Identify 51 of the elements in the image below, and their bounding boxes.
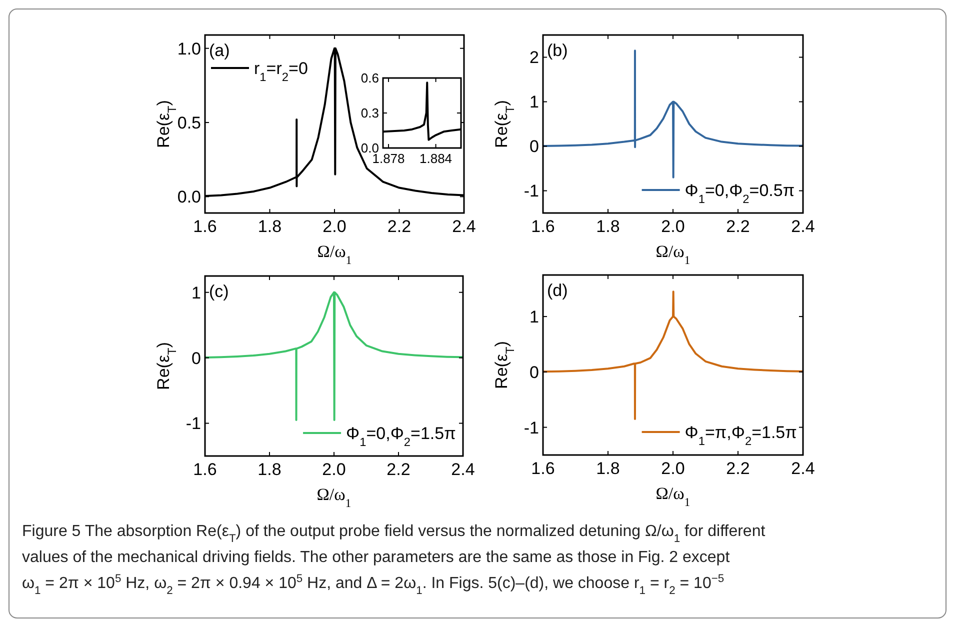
text: values of the mechanical driving fields. The other parameters are the same as those in Fig. 2 except (22, 549, 730, 566)
y-tick-label: 0 (192, 348, 201, 368)
x-tick-label: 1.8 (258, 460, 282, 479)
x-tick-label: 2.2 (726, 459, 750, 478)
y-tick-label: -1 (524, 418, 539, 438)
x-tick-label: 2.4 (791, 217, 815, 236)
x-tick-label: 1.8 (596, 459, 620, 478)
y-tick-label: 1 (530, 92, 539, 112)
x-tick-label: 1.6 (531, 459, 555, 478)
chart-title: (c) (209, 282, 229, 301)
x-tick-label: 2.2 (386, 460, 410, 479)
caption: Figure 5 The absorption Re(ε$_{T}$) of the output probe field versus the normalized detuning Ω/ω$_{1}$ for different (22, 523, 766, 545)
x-tick-label: 2.4 (791, 459, 815, 478)
y-tick-label: 2 (530, 48, 539, 68)
y-tick-label: 0.6 (360, 70, 379, 86)
legend-label: r$_{1}$=r$_{2}$=0 (254, 58, 308, 84)
y-tick-label: 0.5 (177, 113, 201, 132)
y-tick-label: 1 (192, 283, 201, 302)
chart-title: (d) (547, 281, 568, 300)
x-axis-title: Ω/ω$_{1}$ (656, 484, 690, 509)
y-tick-label: 0.0 (177, 188, 201, 207)
y-tick-label: 0.3 (360, 106, 379, 121)
x-tick-label: 1.8 (258, 217, 282, 236)
legend-label: Φ$_{1}$=π,Φ$_{2}$=1.5π (684, 422, 797, 448)
x-tick-label: 1.884 (420, 151, 452, 166)
x-axis-title: Ω/ω$_{1}$ (317, 242, 352, 267)
x-tick-label: 2.2 (726, 217, 750, 236)
legend-label: Φ$_{1}$=0,Φ$_{2}$=1.5π (346, 424, 456, 449)
legend-label: Φ$_{1}$=0,Φ$_{2}$=0.5π (684, 180, 795, 206)
y-tick-label: 0 (530, 362, 539, 382)
x-tick-label: 1.6 (193, 217, 217, 236)
x-tick-label: 1.6 (531, 217, 555, 236)
y-tick-label: 0 (530, 137, 539, 156)
x-tick-label: 1.8 (596, 217, 620, 236)
x-tick-label: 2.0 (322, 217, 346, 236)
y-tick-label: 1 (530, 307, 539, 326)
y-tick-label: -1 (524, 182, 539, 201)
x-tick-label: 2.4 (452, 217, 476, 236)
x-tick-label: 2.0 (661, 459, 685, 478)
chart-title: (a) (209, 41, 230, 60)
x-tick-label: 2.4 (451, 460, 475, 479)
y-tick-label: -1 (186, 414, 201, 434)
text: ω$_{1}$ = 2π × 10$^{5}$ Hz, ω$_{2}$ = 2π × 0.94 × 10$^{5}$ Hz, and Δ = 2ω$_{1}$. In Figs. 5(c)–(d), we choose r$_{1}$ = r$_{2}$ = 10$^{−5}$ (22, 573, 724, 597)
x-tick-label: 2.0 (322, 460, 346, 479)
x-tick-label: 2.0 (661, 217, 685, 236)
x-tick-label: 2.2 (387, 217, 412, 236)
x-axis-title: Ω/ω$_{1}$ (656, 242, 690, 267)
x-axis-title: Ω/ω$_{1}$ (316, 485, 352, 510)
y-tick-label: 1.0 (177, 39, 201, 58)
chart-title: (b) (547, 41, 568, 60)
x-tick-label: 1.6 (193, 460, 217, 479)
